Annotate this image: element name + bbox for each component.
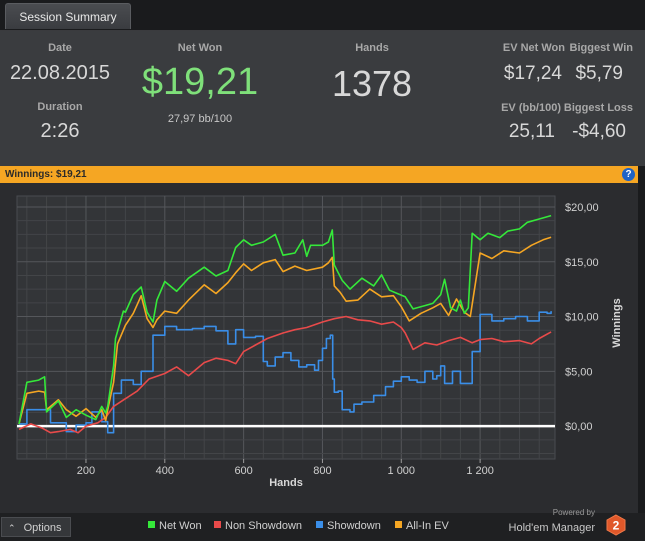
tab-session-summary[interactable]: Session Summary (5, 3, 131, 29)
svg-text:2: 2 (613, 519, 620, 533)
brand-name: Hold'em Manager (508, 522, 595, 534)
x-tick-label: 400 (156, 465, 174, 477)
y-tick-label: $5,00 (565, 366, 593, 378)
x-tick-label: 600 (234, 465, 252, 477)
series-line-non-showdown (18, 315, 552, 434)
y-tick-label: $20,00 (565, 202, 599, 214)
footer: ⌃ Options Net Won Non Showdown Showdown … (0, 508, 645, 541)
session-summary-panel: Date 22.08.2015 Duration 2:26 Net Won $1… (0, 31, 645, 166)
legend-label: Showdown (327, 520, 381, 532)
brand-logo: Powered by Hold'em Manager 2 (507, 508, 627, 541)
hands-value: 1378 (331, 63, 413, 104)
chevron-up-icon: ⌃ (8, 523, 16, 533)
ev-bb100-value: 25,11 (508, 121, 555, 142)
brand-powered-by: Powered by (552, 508, 595, 517)
winnings-header-bar: Winnings: $19,21 ? (0, 166, 638, 183)
help-icon[interactable]: ? (622, 168, 635, 181)
x-tick-label: 800 (313, 465, 331, 477)
y-tick-label: $10,00 (565, 312, 599, 324)
legend-swatch (214, 521, 221, 528)
y-tick-label: $15,00 (565, 257, 599, 269)
legend-label: Non Showdown (225, 520, 303, 532)
x-axis-label: Hands (269, 477, 303, 489)
options-label: Options (23, 522, 62, 534)
hm2-badge-icon: 2 (606, 514, 626, 536)
legend-all-in-ev[interactable]: All-In EV (395, 520, 449, 532)
date-label: Date (48, 42, 72, 54)
y-axis-label: Winnings (611, 298, 623, 347)
duration-value: 2:26 (40, 120, 80, 142)
tab-bar: Session Summary (0, 0, 645, 31)
ev-net-won-value: $17,24 (503, 63, 562, 84)
legend-swatch (395, 521, 402, 528)
winnings-chart: 200 400 600 800 1 000 1 200 $0,00 $5,00 $10,00 $… (16, 195, 623, 489)
legend-swatch (316, 521, 323, 528)
legend-swatch (148, 521, 155, 528)
x-tick-label: 1 200 (466, 465, 494, 477)
series-line-all-in-ev (18, 236, 552, 425)
right-edge-strip (638, 31, 645, 513)
legend-non-showdown[interactable]: Non Showdown (214, 520, 302, 532)
ev-bb100-label: EV (bb/100) (501, 102, 561, 114)
series-line-showdown (19, 311, 552, 434)
hands-label: Hands (355, 42, 389, 54)
legend-net-won[interactable]: Net Won (148, 520, 202, 532)
biggest-loss-value: -$4,60 (572, 121, 626, 142)
biggest-loss-label: Biggest Loss (563, 102, 633, 114)
net-won-bb100: 27,97 bb/100 (167, 113, 233, 125)
x-tick-label: 1 000 (388, 465, 416, 477)
winnings-label: Winnings: (5, 169, 54, 180)
net-won-label: Net Won (177, 42, 223, 54)
ev-net-won-label: EV Net Won (502, 42, 565, 54)
biggest-win-value: $5,79 (575, 63, 623, 84)
x-tick-label: 200 (77, 465, 95, 477)
duration-label: Duration (37, 101, 83, 113)
options-button[interactable]: ⌃ Options (1, 517, 71, 537)
legend-label: Net Won (159, 520, 202, 532)
legend-label: All-In EV (406, 520, 449, 532)
net-won-value: $19,21 (141, 61, 259, 103)
y-tick-label: $0,00 (565, 421, 593, 433)
winnings-value: $19,21 (56, 169, 87, 180)
legend-showdown[interactable]: Showdown (316, 520, 381, 532)
date-value: 22.08.2015 (9, 62, 111, 84)
biggest-win-label: Biggest Win (569, 42, 633, 54)
winnings-chart-panel: 200 400 600 800 1 000 1 200 $0,00 $5,00 $10,00 $… (0, 183, 638, 513)
series-line-net-won (18, 214, 552, 425)
